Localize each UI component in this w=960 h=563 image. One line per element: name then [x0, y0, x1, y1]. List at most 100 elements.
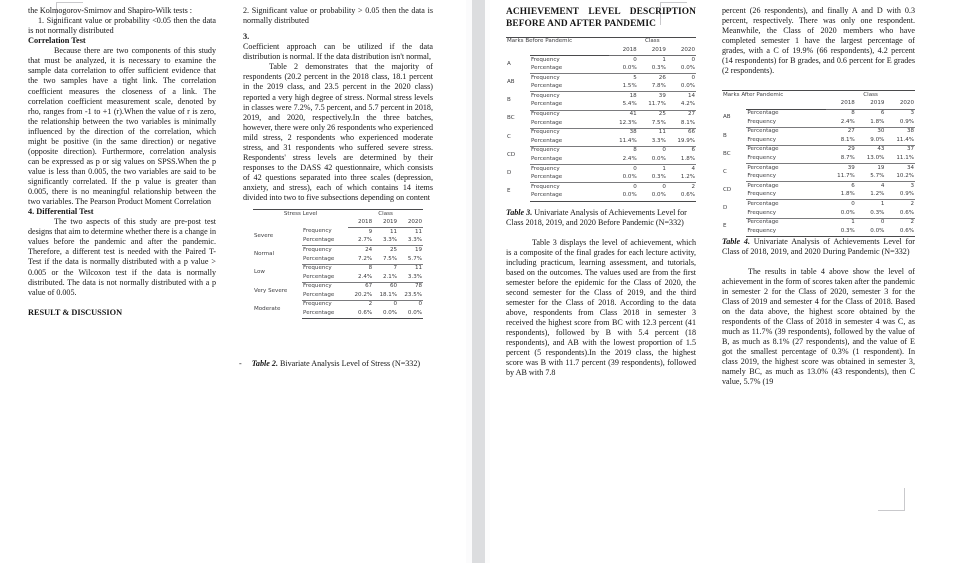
cell: 0.0% [398, 309, 423, 320]
cell: 19.9% [666, 137, 696, 147]
table-row: Percentage 12.3% 7.5% 8.1% [506, 119, 696, 129]
table3-mark-a: A [507, 60, 511, 67]
cell: 0.0% [608, 173, 638, 184]
table2-corner-label: Stress Level [253, 209, 349, 219]
caption-label: Table 3. [506, 207, 533, 217]
table3-mark-bc: BC [507, 115, 515, 122]
table-row: D Frequency 0 1 4 [506, 165, 696, 176]
para-column4-top: percent (26 respondents), and finally A … [722, 6, 915, 76]
cell: 2 [691, 183, 695, 190]
cell: 2.4% [348, 273, 374, 283]
cell: 7 [393, 265, 398, 272]
table-row: BC Percentage 29 43 37 [722, 145, 915, 156]
table4-year-2018: 2018 [826, 99, 856, 110]
cell: 0.0% [855, 227, 886, 237]
cell: 39 [658, 92, 666, 99]
cell: 4 [880, 182, 885, 189]
cell: 14 [687, 92, 695, 99]
cell: 1.8% [826, 190, 856, 201]
cell: 0.0% [373, 309, 399, 320]
row-label: Percentage [302, 273, 349, 283]
table-row: Frequency 1.8% 1.2% 0.9% [722, 190, 915, 201]
table3-group-header: Class [608, 36, 696, 47]
page-left-column-2: 2. Significant value or probability > 0.… [239, 6, 433, 368]
para-table2-discussion: Table 2 demonstrates that the majority o… [243, 62, 433, 202]
table-row: Severe Frequency 9 11 11 [253, 228, 423, 239]
table-row: Percentage 5.4% 11.7% 4.2% [506, 100, 696, 111]
cell: 11.1% [885, 154, 915, 165]
cell: 11 [414, 228, 422, 235]
para-table4-discussion: The results in table 4 above show the le… [722, 266, 915, 387]
para-significance-item-2: 2. Significant value or probability > 0.… [243, 6, 433, 26]
row-label: Percentage [747, 146, 779, 153]
cell: 0 [662, 183, 666, 190]
table3-mark-b: B [507, 97, 511, 104]
table-2-caption: - Table 2. Bivariate Analysis Level of S… [239, 359, 429, 369]
table3-mark-c: C [507, 133, 511, 140]
para-significance-item-1: 1. Significant value or probability <0.0… [28, 16, 216, 36]
cell: 41 [629, 111, 637, 118]
cell: 6 [855, 108, 886, 119]
table-row: Percentage 7.2% 7.5% 5.7% [253, 255, 423, 265]
section-heading-achievement: ACHIEVEMENT LEVEL DESCRIPTION BEFORE AND… [506, 7, 696, 30]
row-label: Frequency [531, 111, 560, 118]
page-right-column-4: percent (26 respondents), and finally A … [722, 6, 915, 387]
cell: 6 [691, 147, 695, 154]
row-label: Frequency [746, 227, 827, 237]
cell: 0.0% [826, 209, 856, 219]
cell: 0 [662, 147, 666, 154]
cell: 0.3% [637, 64, 667, 75]
cell: 0.6% [348, 309, 374, 320]
table-row: C Frequency 38 11 66 [506, 128, 696, 139]
table2-level-moderate: Moderate [254, 305, 281, 312]
cell: 11.7% [826, 172, 856, 183]
cell: 8 [633, 147, 637, 154]
table-row: Frequency 8.1% 9.0% 11.4% [722, 136, 915, 146]
table2-level-severe: Severe [254, 233, 274, 240]
table2-year-2018: 2018 [348, 218, 374, 229]
caption-label: Table 2. [251, 359, 278, 369]
table-row: Normal Frequency 24 25 19 [253, 246, 423, 257]
cell: 13.0% [855, 154, 886, 165]
table-row: B Frequency 18 39 14 [506, 92, 696, 103]
cell: 19 [877, 164, 885, 171]
page-seam [472, 0, 485, 563]
table-row: Percentage 2.4% 0.0% 1.8% [506, 155, 696, 166]
cell: 0.3% [826, 227, 856, 237]
cell: 29 [847, 146, 855, 153]
cell: 0 [633, 165, 637, 172]
caption-dash: - [239, 359, 242, 369]
cell: 1 [880, 200, 885, 207]
table-row: Moderate Frequency 2 0 0 [253, 300, 423, 311]
table3-year-2019: 2019 [637, 46, 667, 57]
cell: 38 [629, 129, 637, 136]
cell: 2.7% [348, 236, 374, 247]
cell: 18.1% [373, 291, 399, 301]
table2-level-very-severe: Very Severe [254, 287, 288, 294]
cell: 7.2% [348, 255, 374, 265]
page-seam-edge-right [485, 0, 490, 563]
table3-year-2020: 2020 [666, 46, 696, 57]
cell: 0.0% [637, 191, 667, 202]
table-row: AB Frequency 5 26 0 [506, 74, 696, 85]
cell: 3 [885, 108, 915, 119]
cell: 7.5% [637, 119, 667, 129]
row-label: Frequency [746, 118, 827, 128]
cell: 2.4% [826, 118, 856, 128]
row-label: Percentage [530, 173, 609, 184]
row-label: Frequency [746, 154, 827, 165]
cell: 1 [662, 165, 666, 172]
cell: 2.1% [373, 273, 399, 283]
table2-row-label-percentage: Percentage [302, 236, 349, 247]
corner-mark-bottom-right [878, 488, 905, 511]
row-label: Percentage [747, 182, 779, 189]
cell: 4 [691, 165, 695, 172]
cell: 0 [393, 301, 398, 308]
row-label: Frequency [530, 54, 609, 65]
cell: 34 [906, 164, 914, 171]
table3-mark-cd: CD [507, 151, 516, 158]
row-label: Percentage [747, 164, 779, 171]
cell: 20.2% [348, 291, 374, 301]
table2-level-low: Low [254, 269, 265, 276]
